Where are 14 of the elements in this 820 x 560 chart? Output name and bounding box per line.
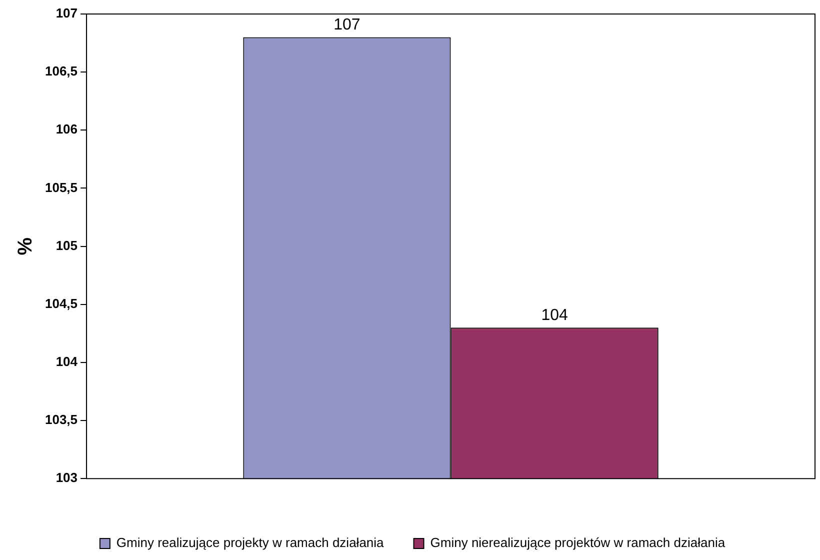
y-tick-label: 106 — [56, 122, 78, 137]
legend-label: Gminy nierealizujące projektów w ramach działania — [430, 535, 726, 550]
y-tick-label: 103,5 — [44, 412, 78, 428]
data-label: 107 — [334, 16, 360, 34]
y-tick-label: 104 — [56, 354, 78, 370]
data-label: 104 — [541, 307, 568, 324]
y-tick-label: 105,5 — [44, 180, 78, 195]
y-axis-title: % — [14, 237, 37, 256]
y-tick-label: 104,5 — [44, 296, 78, 311]
y-tick-label: 105 — [56, 238, 78, 253]
y-tick-label: 107 — [56, 6, 78, 21]
y-tick-label: 103 — [56, 470, 78, 486]
legend-label: Gminy realizujące projekty w ramach działania — [116, 535, 385, 550]
y-tick-label: 106,5 — [44, 64, 78, 79]
